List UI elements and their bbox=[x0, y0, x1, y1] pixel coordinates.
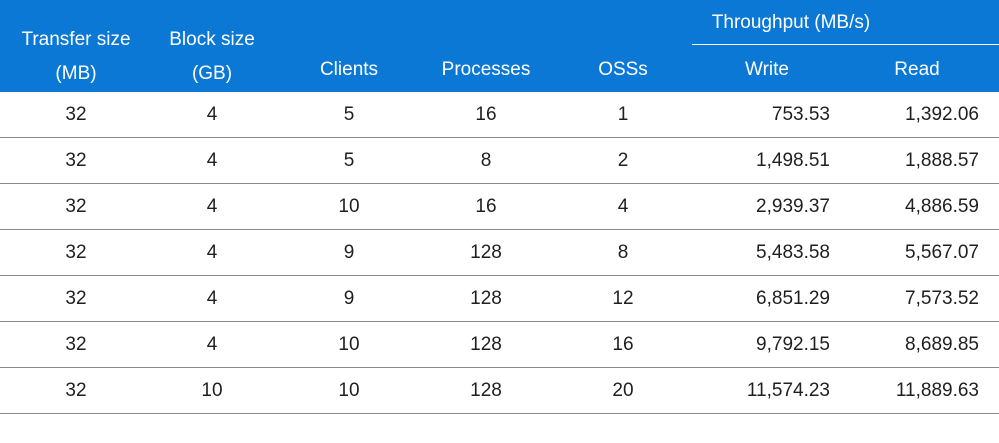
cell-transfer-size: 32 bbox=[65, 196, 87, 217]
row-divider bbox=[0, 367, 999, 368]
header-read: Read bbox=[894, 59, 940, 80]
cell-processes: 16 bbox=[475, 104, 497, 125]
cell-write: 5,483.58 bbox=[756, 242, 830, 263]
cell-read: 1,888.57 bbox=[905, 150, 979, 171]
cell-write: 9,792.15 bbox=[756, 334, 830, 355]
table-row: 32 4 5 8 2 1,498.51 1,888.57 bbox=[0, 138, 999, 184]
header-write: Write bbox=[745, 59, 789, 80]
header-clients: Clients bbox=[319, 59, 379, 80]
row-divider bbox=[0, 183, 999, 184]
header-osss: OSSs bbox=[598, 59, 648, 80]
cell-transfer-size: 32 bbox=[65, 242, 87, 263]
row-divider bbox=[0, 137, 999, 138]
row-divider bbox=[0, 321, 999, 322]
cell-processes: 8 bbox=[480, 150, 492, 171]
cell-processes: 128 bbox=[470, 288, 502, 309]
row-divider bbox=[0, 229, 999, 230]
cell-clients: 10 bbox=[338, 334, 360, 355]
cell-processes: 128 bbox=[470, 380, 502, 401]
cell-clients: 10 bbox=[338, 380, 360, 401]
table-row: 32 10 10 128 20 11,574.23 11,889.63 bbox=[0, 368, 999, 414]
cell-read: 8,689.85 bbox=[905, 334, 979, 355]
cell-processes: 16 bbox=[475, 196, 497, 217]
cell-write: 6,851.29 bbox=[756, 288, 830, 309]
header-transfer-size-line2: (MB) bbox=[55, 63, 97, 84]
table-row: 32 4 10 128 16 9,792.15 8,689.85 bbox=[0, 322, 999, 368]
cell-osss: 4 bbox=[617, 196, 629, 217]
cell-block-size: 4 bbox=[206, 334, 218, 355]
cell-processes: 128 bbox=[470, 242, 502, 263]
cell-write: 2,939.37 bbox=[756, 196, 830, 217]
table-row: 32 4 9 128 8 5,483.58 5,567.07 bbox=[0, 230, 999, 276]
cell-processes: 128 bbox=[470, 334, 502, 355]
cell-osss: 12 bbox=[612, 288, 634, 309]
table-header: Transfer size (MB) Block size (GB) Clien… bbox=[0, 0, 999, 92]
table-row: 32 4 9 128 12 6,851.29 7,573.52 bbox=[0, 276, 999, 322]
header-throughput-group: Throughput (MB/s) bbox=[711, 12, 871, 33]
cell-transfer-size: 32 bbox=[65, 104, 87, 125]
cell-clients: 5 bbox=[343, 104, 355, 125]
cell-read: 11,889.63 bbox=[895, 380, 979, 401]
cell-block-size: 4 bbox=[206, 242, 218, 263]
cell-osss: 20 bbox=[612, 380, 634, 401]
cell-clients: 10 bbox=[338, 196, 360, 217]
cell-read: 4,886.59 bbox=[905, 196, 979, 217]
table-row: 32 4 10 16 4 2,939.37 4,886.59 bbox=[0, 184, 999, 230]
cell-read: 1,392.06 bbox=[905, 104, 979, 125]
cell-clients: 9 bbox=[343, 242, 355, 263]
row-divider bbox=[0, 413, 999, 414]
cell-block-size: 4 bbox=[206, 196, 218, 217]
header-processes: Processes bbox=[441, 59, 531, 80]
cell-transfer-size: 32 bbox=[65, 334, 87, 355]
cell-block-size: 4 bbox=[206, 288, 218, 309]
cell-read: 7,573.52 bbox=[905, 288, 979, 309]
cell-write: 11,574.23 bbox=[746, 380, 830, 401]
cell-read: 5,567.07 bbox=[905, 242, 979, 263]
cell-transfer-size: 32 bbox=[65, 380, 87, 401]
header-transfer-size: Transfer size (MB) bbox=[21, 27, 130, 87]
cell-osss: 1 bbox=[617, 104, 629, 125]
cell-transfer-size: 32 bbox=[65, 288, 87, 309]
throughput-group-divider bbox=[692, 44, 999, 45]
cell-block-size: 10 bbox=[201, 380, 223, 401]
cell-osss: 2 bbox=[617, 150, 629, 171]
cell-osss: 16 bbox=[612, 334, 634, 355]
cell-transfer-size: 32 bbox=[65, 150, 87, 171]
row-divider bbox=[0, 275, 999, 276]
table-row: 32 4 5 16 1 753.53 1,392.06 bbox=[0, 92, 999, 138]
header-block-size-line1: Block size bbox=[169, 29, 255, 50]
cell-write: 1,498.51 bbox=[756, 150, 830, 171]
cell-block-size: 4 bbox=[206, 150, 218, 171]
cell-clients: 5 bbox=[343, 150, 355, 171]
header-block-size-line2: (GB) bbox=[191, 63, 233, 84]
cell-clients: 9 bbox=[343, 288, 355, 309]
cell-write: 753.53 bbox=[771, 104, 830, 125]
cell-osss: 8 bbox=[617, 242, 629, 263]
header-transfer-size-line1: Transfer size bbox=[21, 29, 131, 50]
cell-block-size: 4 bbox=[206, 104, 218, 125]
header-block-size: Block size (GB) bbox=[169, 27, 255, 87]
